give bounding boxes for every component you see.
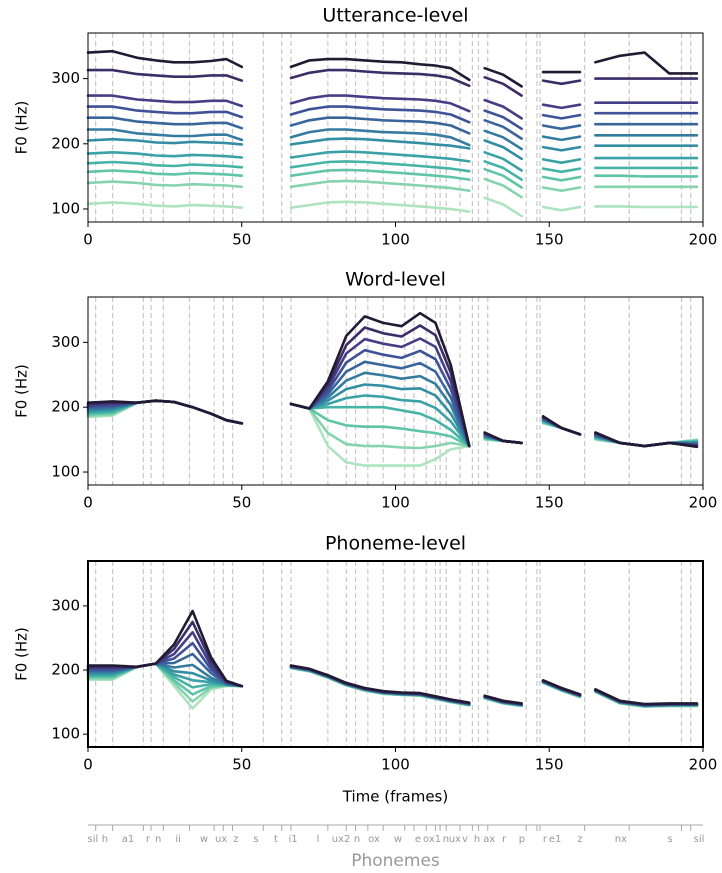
phoneme-label: r [146, 834, 151, 845]
y-tick-label: 100 [51, 199, 80, 217]
phoneme-label: ox [368, 834, 380, 845]
phoneme-label: ux [215, 834, 227, 845]
phoneme-label: n [354, 834, 360, 845]
y-tick-label: 200 [51, 398, 80, 416]
phoneme-label: e1 [549, 834, 562, 845]
phoneme-label: ox1 [423, 834, 441, 845]
f0-line [86, 116, 699, 140]
panel-title: Utterance-level [322, 5, 468, 27]
panel-title: Phoneme-level [325, 533, 466, 555]
f0-line [86, 137, 699, 161]
phoneme-label: t [274, 834, 278, 845]
phoneme-label: z [577, 834, 582, 845]
phoneme-label: sil [88, 834, 99, 845]
panel-title: Word-level [345, 269, 446, 291]
phoneme-label: n [443, 834, 449, 845]
y-tick-label: 300 [51, 596, 80, 614]
f0-line [86, 167, 699, 189]
f0-line [86, 94, 699, 120]
x-axis-label: Time (frames) [342, 788, 448, 806]
y-axis-label: F0 (Hz) [13, 101, 31, 155]
phoneme-label: h [474, 834, 480, 845]
phoneme-label: ii [175, 834, 181, 845]
phoneme-label: s [667, 834, 672, 845]
phoneme-label: i1 [289, 834, 298, 845]
phoneme-label: w [394, 834, 402, 845]
x-tick-label: 0 [83, 231, 93, 249]
x-tick-label: 50 [232, 756, 251, 774]
phoneme-label: p [519, 834, 525, 845]
f0-line [86, 150, 699, 172]
f0-line [86, 160, 699, 181]
phoneme-label: e [415, 834, 421, 845]
x-tick-label: 50 [232, 494, 251, 512]
f0-line [86, 609, 699, 706]
y-axis-label: F0 (Hz) [13, 627, 31, 681]
x-tick-label: 50 [232, 231, 251, 249]
y-axis-label: F0 (Hz) [13, 364, 31, 418]
x-tick-label: 150 [535, 231, 564, 249]
f0-line [86, 49, 699, 88]
x-tick-label: 0 [83, 756, 93, 774]
x-tick-label: 150 [535, 756, 564, 774]
x-tick-label: 0 [83, 494, 93, 512]
phoneme-label: l [317, 834, 320, 845]
f0-line [86, 105, 699, 131]
phoneme-label: r [543, 834, 548, 845]
f0-line [86, 311, 699, 449]
f0-line [86, 662, 699, 708]
phoneme-label: ax [483, 834, 495, 845]
y-tick-label: 200 [51, 661, 80, 679]
f0-line [86, 196, 699, 218]
f0-line [86, 399, 699, 467]
phoneme-label: ux [449, 834, 461, 845]
x-tick-label: 150 [535, 494, 564, 512]
y-tick-label: 100 [51, 725, 80, 743]
f0-line [86, 337, 699, 448]
phoneme-label: v [462, 834, 468, 845]
y-tick-label: 300 [51, 69, 80, 87]
x-tick-label: 200 [689, 231, 718, 249]
x-tick-label: 200 [689, 756, 718, 774]
x-tick-label: 100 [381, 494, 410, 512]
phoneme-label: ux2 [332, 834, 351, 845]
y-tick-label: 100 [51, 463, 80, 481]
phoneme-label: r [502, 834, 507, 845]
phoneme-label: n [155, 834, 161, 845]
phoneme-label: s [253, 834, 258, 845]
f0-line [86, 177, 699, 199]
f0-line [86, 128, 699, 151]
x-tick-label: 200 [689, 494, 718, 512]
phoneme-axis-title: Phonemes [351, 851, 440, 871]
x-tick-label: 100 [381, 231, 410, 249]
phoneme-label: w [200, 834, 208, 845]
phoneme-label: z [233, 834, 238, 845]
phoneme-label: h [102, 834, 108, 845]
y-tick-label: 200 [51, 134, 80, 152]
phoneme-label: nx [615, 834, 627, 845]
y-tick-label: 300 [51, 333, 80, 351]
phoneme-label: a1 [122, 834, 135, 845]
f0-line [86, 68, 699, 97]
f0-line [86, 662, 699, 710]
phoneme-label: sil [694, 834, 705, 845]
x-tick-label: 100 [381, 756, 410, 774]
